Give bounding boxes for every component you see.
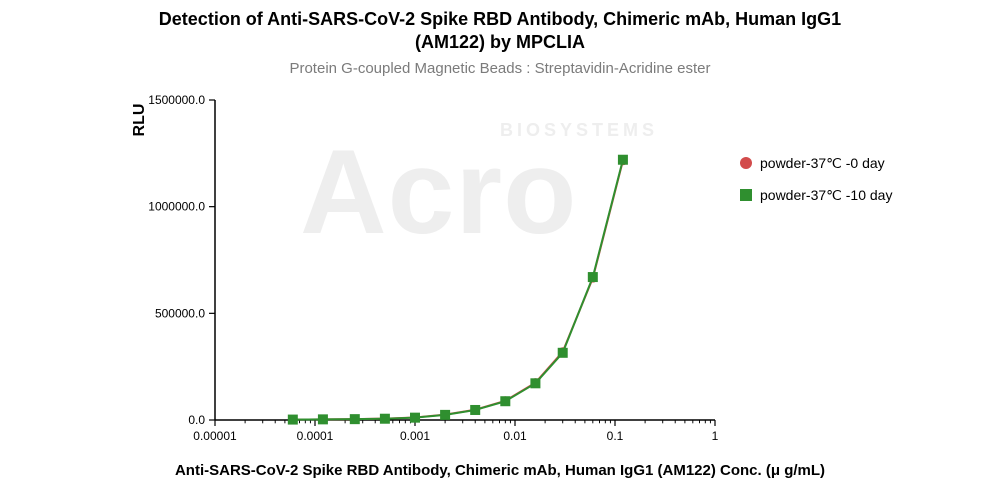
y-tick-label: 500000.0: [155, 306, 205, 320]
series-marker: [588, 272, 598, 282]
x-tick-label: 1: [712, 429, 719, 443]
y-tick-label: 0.0: [188, 413, 205, 427]
legend-item: powder-37℃ -0 day: [740, 150, 892, 176]
legend-item: powder-37℃ -10 day: [740, 182, 892, 208]
chart-plot: 0.0 500000.0 1000000.0 1500000.0 0.00001 0.00…: [125, 90, 725, 462]
series-marker: [530, 378, 540, 388]
y-tick-label: 1000000.0: [148, 200, 205, 214]
chart-title-line2: (AM122) by MPCLIA: [415, 32, 585, 52]
x-tick-label: 0.1: [607, 429, 624, 443]
x-tick-label: 0.00001: [193, 429, 237, 443]
series-line: [293, 160, 623, 420]
y-axis-label: RLU: [131, 0, 149, 280]
legend-label: powder-37℃ -10 day: [760, 187, 892, 204]
y-tick-label: 1500000.0: [148, 93, 205, 107]
x-tick-label: 0.001: [400, 429, 430, 443]
x-tick-label: 0.01: [503, 429, 527, 443]
chart-title-line1: Detection of Anti-SARS-CoV-2 Spike RBD A…: [159, 9, 841, 29]
series-marker: [380, 414, 390, 424]
series-line: [293, 161, 623, 420]
figure-stage: BIOSYSTEMS Acro Detection of Anti-SARS-C…: [0, 0, 1000, 502]
legend-marker-square-icon: [740, 189, 752, 201]
series-marker: [410, 413, 420, 423]
x-axis-label: Anti-SARS-CoV-2 Spike RBD Antibody, Chim…: [40, 462, 960, 479]
series-marker: [500, 396, 510, 406]
legend-marker-circle-icon: [740, 157, 752, 169]
series-marker: [288, 415, 298, 425]
series-marker: [440, 410, 450, 420]
legend: powder-37℃ -0 day powder-37℃ -10 day: [740, 150, 892, 214]
chart-subtitle: Protein G-coupled Magnetic Beads : Strep…: [0, 60, 1000, 77]
series-marker: [318, 414, 328, 424]
chart-title: Detection of Anti-SARS-CoV-2 Spike RBD A…: [0, 8, 1000, 53]
series-marker: [558, 348, 568, 358]
legend-label: powder-37℃ -0 day: [760, 155, 885, 172]
series-marker: [350, 414, 360, 424]
series-marker: [618, 155, 628, 165]
series-marker: [470, 405, 480, 415]
x-tick-label: 0.0001: [297, 429, 334, 443]
